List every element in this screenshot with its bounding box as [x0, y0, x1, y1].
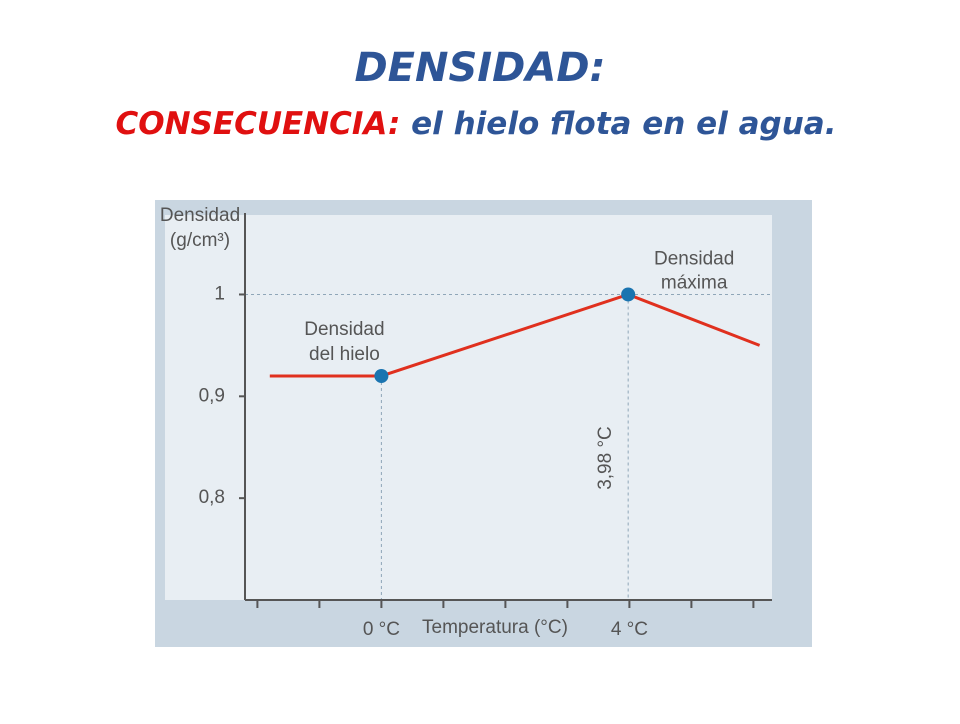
y-tick-label: 0,8	[199, 487, 225, 508]
plot-area	[165, 215, 772, 600]
density-line	[269, 292, 761, 378]
annotation: máxima	[661, 272, 728, 293]
y-tick-label: 0,9	[199, 385, 225, 406]
annotation: del hielo	[309, 344, 380, 365]
slide-title: DENSIDAD:	[354, 45, 605, 91]
annotation: Densidad	[654, 248, 734, 269]
x-tick-label: 4 °C	[611, 619, 648, 640]
subtitle-label: CONSECUENCIA:	[116, 106, 401, 142]
y-axis-label: (g/cm³)	[170, 230, 230, 251]
x-axis-label: Temperatura (°C)	[422, 617, 568, 638]
annotation: 3,98 °C	[595, 426, 616, 490]
x-tick-label: 0 °C	[363, 619, 400, 640]
highlight-point	[374, 368, 389, 383]
annotation: Densidad	[304, 319, 384, 340]
subtitle-text: el hielo flota en el agua.	[411, 106, 836, 142]
y-axis-label: Densidad	[160, 205, 240, 226]
slide-subtitle: CONSECUENCIA: el hielo flota en el agua.	[116, 106, 837, 142]
y-tick-label: 1	[214, 283, 225, 304]
highlight-point	[621, 287, 636, 302]
